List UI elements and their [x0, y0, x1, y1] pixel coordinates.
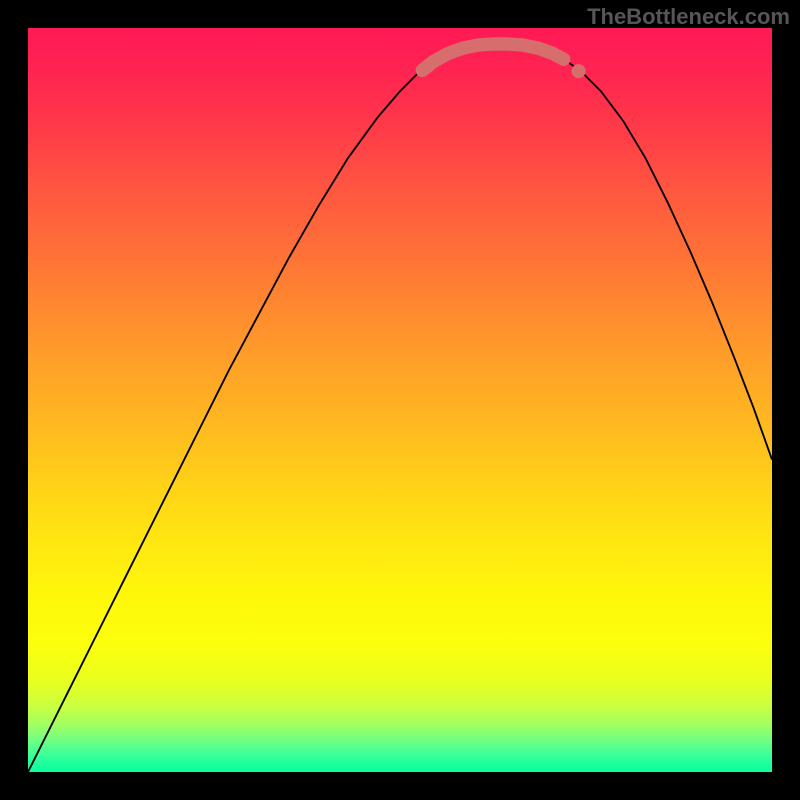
chart-curve-layer	[28, 28, 772, 772]
highlight-segment	[422, 44, 563, 70]
watermark-text: TheBottleneck.com	[587, 4, 790, 30]
highlight-end-dot	[571, 64, 585, 78]
chart-plot-area	[28, 28, 772, 772]
main-curve	[28, 44, 772, 772]
